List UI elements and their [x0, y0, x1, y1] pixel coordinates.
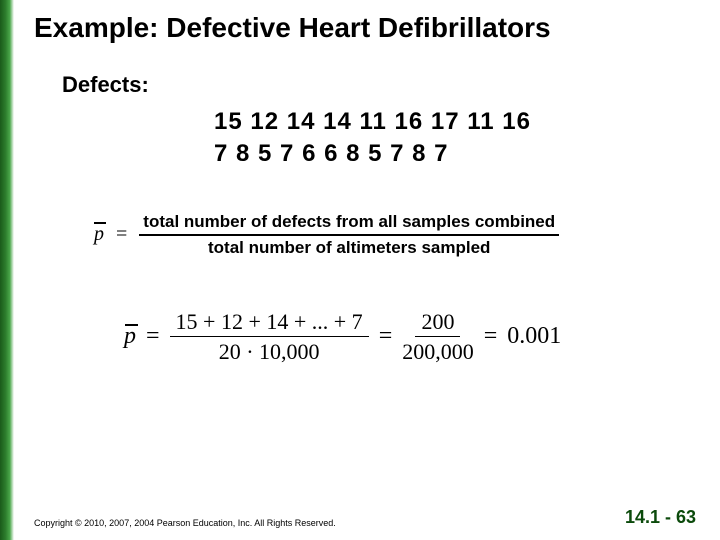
page-number: 14.1 - 63 — [625, 507, 696, 528]
data-row-1: 15 12 14 14 11 16 17 11 16 — [214, 106, 696, 138]
slide-content: Example: Defective Heart Defibrillators … — [14, 0, 720, 540]
formula-numeric: p = 15 + 12 + 14 + ... + 7 20 · 10,000 =… — [124, 309, 696, 365]
text-fraction-numerator: total number of defects from all samples… — [139, 211, 559, 236]
p-letter: p — [94, 223, 104, 245]
overbar-icon — [94, 222, 106, 223]
equals-sign-3: = — [484, 323, 498, 350]
data-row-2: 7 8 5 7 6 6 8 5 7 8 7 — [214, 138, 696, 170]
text-fraction: total number of defects from all samples… — [139, 211, 559, 259]
fraction2-denominator: 200,000 — [402, 337, 474, 364]
left-accent-bar — [0, 0, 14, 540]
result-value: 0.001 — [507, 323, 561, 350]
fraction1-denominator: 20 · 10,000 — [219, 337, 320, 364]
numeric-fraction-2: 200 200,000 — [402, 309, 474, 365]
pbar-symbol-big: p — [124, 323, 136, 350]
equals-sign: = — [116, 223, 127, 246]
overbar-icon — [125, 324, 138, 325]
equals-sign-1: = — [146, 323, 160, 350]
pbar-symbol: p — [94, 223, 104, 246]
text-fraction-denominator: total number of altimeters sampled — [208, 236, 490, 259]
p-letter: p — [124, 323, 136, 349]
copyright-text: Copyright © 2010, 2007, 2004 Pearson Edu… — [34, 518, 336, 528]
defects-data-block: 15 12 14 14 11 16 17 11 16 7 8 5 7 6 6 8… — [214, 106, 696, 171]
fraction2-numerator: 200 — [415, 309, 460, 337]
numeric-fraction-1: 15 + 12 + 14 + ... + 7 20 · 10,000 — [170, 309, 369, 365]
fraction1-numerator: 15 + 12 + 14 + ... + 7 — [170, 309, 369, 337]
slide-title: Example: Defective Heart Defibrillators — [34, 12, 696, 44]
formula-text-definition: p = total number of defects from all sam… — [94, 211, 696, 259]
defects-label: Defects: — [62, 72, 696, 98]
slide-footer: Copyright © 2010, 2007, 2004 Pearson Edu… — [34, 507, 696, 528]
equals-sign-2: = — [379, 323, 393, 350]
